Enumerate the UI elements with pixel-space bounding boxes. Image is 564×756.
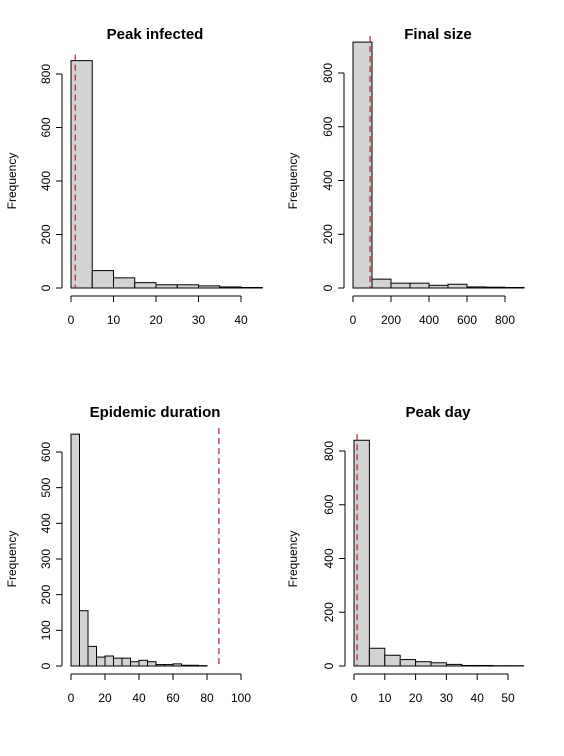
- y-tick-label: 600: [322, 494, 336, 514]
- histogram-bar: [428, 284, 449, 289]
- histogram-bar: [198, 285, 221, 289]
- histogram-bar: [164, 664, 174, 667]
- histogram-bar: [409, 282, 430, 289]
- histogram-panel-1: Peak infected 0 200 400 600 800 0 10 20 30 40 Frequ…: [5, 26, 263, 327]
- histogram-bar: [485, 286, 506, 289]
- histogram-bar: [155, 284, 178, 289]
- histogram-bar: [138, 659, 148, 667]
- x-tick-label: 400: [419, 313, 439, 327]
- histogram-bar: [390, 282, 411, 289]
- chart-title: Peak day: [405, 404, 471, 421]
- histogram-bar: [87, 645, 97, 667]
- x-tick-label: 0: [68, 691, 75, 705]
- histogram-bar: [130, 661, 140, 667]
- y-tick-label: 200: [322, 602, 336, 622]
- x-tick-label: 0: [68, 313, 75, 327]
- histogram-bar: [352, 41, 373, 289]
- histogram-bar: [70, 60, 93, 289]
- y-tick-label: 0: [39, 662, 53, 669]
- x-tick-label: 20: [98, 691, 112, 705]
- histogram-bar: [79, 610, 89, 667]
- histogram-bar: [384, 654, 401, 667]
- histogram-bar: [189, 664, 199, 667]
- y-tick-label: 300: [39, 549, 53, 569]
- y-tick-label: 400: [321, 170, 335, 190]
- histogram-panel-4: Peak day 0 200 400 600 800 0 10 20 30 40 50 Frequenc…: [286, 404, 524, 705]
- histogram-bar: [368, 647, 386, 667]
- x-tick-label: 50: [501, 691, 515, 705]
- histogram-bar: [96, 656, 106, 667]
- y-tick-label: 600: [39, 442, 53, 462]
- histogram-bar: [147, 661, 157, 667]
- y-tick-label: 200: [321, 224, 335, 244]
- histogram-panel-2: Final size 0 200 400 600 800 0 200 400 600 800 Freq…: [286, 26, 525, 327]
- y-tick-label: 400: [39, 513, 53, 533]
- x-tick-label: 200: [381, 313, 401, 327]
- y-tick-label: 500: [39, 477, 53, 497]
- chart-title: Peak infected: [107, 26, 204, 43]
- x-tick-label: 600: [457, 313, 477, 327]
- y-tick-label: 600: [321, 116, 335, 136]
- x-tick-label: 800: [495, 313, 515, 327]
- histogram-bar: [240, 286, 263, 289]
- histogram-bar: [371, 278, 392, 289]
- histogram-bar: [445, 663, 463, 667]
- histogram-bar: [415, 661, 432, 667]
- histogram-bar: [466, 286, 487, 289]
- chart-title: Epidemic duration: [90, 404, 221, 421]
- x-tick-label: 10: [378, 691, 392, 705]
- histogram-bar: [430, 662, 447, 667]
- histogram-bar: [134, 282, 157, 289]
- y-tick-label: 0: [39, 284, 53, 291]
- x-tick-label: 0: [350, 313, 357, 327]
- chart-title: Final size: [404, 26, 472, 43]
- y-axis-title: Frequency: [286, 531, 300, 588]
- x-tick-label: 40: [471, 691, 485, 705]
- x-tick-label: 30: [440, 691, 454, 705]
- histogram-bar: [219, 286, 242, 289]
- histogram-bar: [70, 433, 80, 667]
- histogram-bar: [353, 439, 370, 667]
- y-tick-label: 200: [39, 584, 53, 604]
- histogram-bar: [504, 286, 525, 289]
- histogram-bar: [476, 664, 494, 667]
- histogram-bar: [91, 270, 114, 289]
- histogram-bar: [176, 284, 199, 289]
- y-axis-title: Frequency: [5, 531, 19, 588]
- x-tick-label: 0: [351, 691, 358, 705]
- histogram-bar: [113, 277, 136, 289]
- histogram-panel-3: Epidemic duration 0 100 200 300 400 500 600 0 20 4…: [5, 404, 251, 705]
- y-tick-label: 0: [321, 284, 335, 291]
- y-tick-label: 0: [322, 662, 336, 669]
- x-tick-label: 60: [166, 691, 180, 705]
- histogram-bar: [104, 655, 114, 667]
- histogram-bar: [461, 664, 478, 667]
- x-tick-label: 40: [132, 691, 146, 705]
- x-tick-label: 20: [409, 691, 423, 705]
- histogram-bar: [399, 659, 417, 667]
- y-tick-label: 200: [39, 224, 53, 244]
- x-tick-label: 20: [149, 313, 163, 327]
- y-axis-title: Frequency: [286, 153, 300, 210]
- x-tick-label: 10: [107, 313, 121, 327]
- y-tick-label: 800: [39, 64, 53, 84]
- y-tick-label: 800: [321, 63, 335, 83]
- y-axis-title: Frequency: [5, 153, 19, 210]
- x-tick-label: 80: [200, 691, 214, 705]
- histogram-bar: [181, 664, 191, 667]
- y-tick-label: 400: [39, 171, 53, 191]
- histogram-bar: [121, 657, 131, 667]
- histogram-bar: [172, 663, 182, 667]
- y-tick-label: 400: [322, 548, 336, 568]
- x-tick-label: 40: [234, 313, 248, 327]
- histogram-bar: [113, 657, 123, 667]
- x-tick-label: 30: [192, 313, 206, 327]
- y-tick-label: 100: [39, 620, 53, 640]
- histogram-bar: [155, 664, 165, 667]
- histogram-bar: [447, 283, 468, 289]
- x-tick-label: 100: [231, 691, 251, 705]
- y-tick-label: 800: [322, 441, 336, 461]
- y-tick-label: 600: [39, 117, 53, 137]
